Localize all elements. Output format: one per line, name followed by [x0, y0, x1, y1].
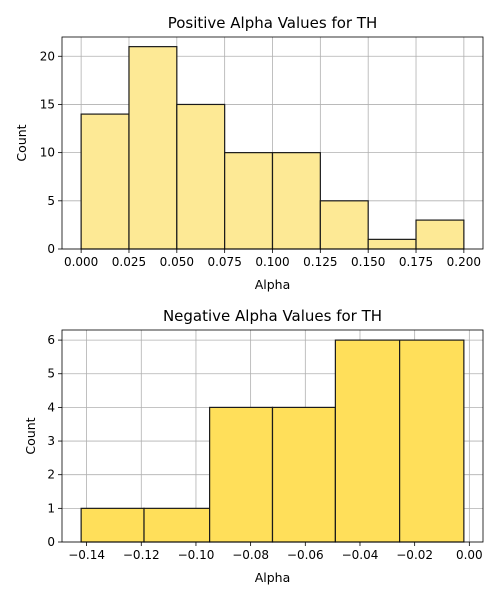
y-axis-label: Count — [23, 417, 38, 454]
x-tick-label: −0.02 — [396, 548, 433, 562]
x-tick-label: 0.000 — [64, 255, 98, 269]
x-tick-label: −0.06 — [287, 548, 324, 562]
x-axis-label: Alpha — [255, 570, 291, 585]
x-tick-label: −0.10 — [178, 548, 215, 562]
histogram-bar — [319, 200, 369, 250]
x-tick-label: −0.04 — [342, 548, 379, 562]
y-tick-label: 3 — [47, 434, 55, 448]
y-tick-label: 10 — [40, 146, 55, 160]
y-tick-label: 4 — [47, 400, 55, 414]
chart-title: Negative Alpha Values for TH — [163, 307, 382, 325]
x-tick-label: −0.12 — [123, 548, 160, 562]
x-tick-label: 0.150 — [351, 255, 385, 269]
axes-frame — [61, 329, 484, 543]
x-tick-label: 0.025 — [112, 255, 146, 269]
y-tick-label: 1 — [47, 501, 55, 515]
y-tick-label: 20 — [40, 49, 55, 63]
histogram-bar — [271, 406, 336, 543]
histogram-bar — [367, 238, 417, 250]
x-tick-label: 0.200 — [447, 255, 481, 269]
histogram-bar — [334, 339, 401, 543]
subplot-1: 0.000 0.025 0.050 0.075 0.100 0.125 0.150 0.175… — [14, 14, 484, 292]
histogram-bar — [271, 152, 321, 250]
subplot-2: −0.14 −0.12 −0.10 −0.08 −0.06 −0.04 −0.02 0.00 0… — [23, 307, 484, 585]
histogram-bar — [209, 406, 274, 543]
x-tick-label: 0.075 — [207, 255, 241, 269]
histogram-bar — [143, 507, 211, 543]
histogram-bar — [128, 46, 178, 250]
chart-title: Positive Alpha Values for TH — [168, 14, 378, 32]
x-tick-label: −0.08 — [232, 548, 269, 562]
y-tick-label: 6 — [47, 333, 55, 347]
y-axis-label: Count — [14, 124, 29, 161]
histogram-bar — [176, 103, 226, 250]
y-tick-label: 5 — [47, 367, 55, 381]
y-tick-label: 2 — [47, 468, 55, 482]
histogram-bar — [224, 152, 274, 250]
x-axis-label: Alpha — [255, 277, 291, 292]
y-tick-label: 0 — [47, 242, 55, 256]
y-tick-label: 15 — [40, 97, 55, 111]
histogram-bar — [399, 339, 465, 543]
histogram-bar — [415, 219, 465, 250]
x-tick-label: 0.175 — [399, 255, 433, 269]
x-tick-label: −0.14 — [68, 548, 105, 562]
y-tick-label: 0 — [47, 535, 55, 549]
histogram-bar — [80, 113, 130, 250]
x-tick-label: 0.100 — [255, 255, 289, 269]
histogram-bar — [80, 507, 145, 543]
x-tick-label: 0.125 — [303, 255, 337, 269]
x-tick-label: 0.00 — [456, 548, 483, 562]
y-tick-label: 5 — [47, 194, 55, 208]
x-tick-label: 0.050 — [160, 255, 194, 269]
